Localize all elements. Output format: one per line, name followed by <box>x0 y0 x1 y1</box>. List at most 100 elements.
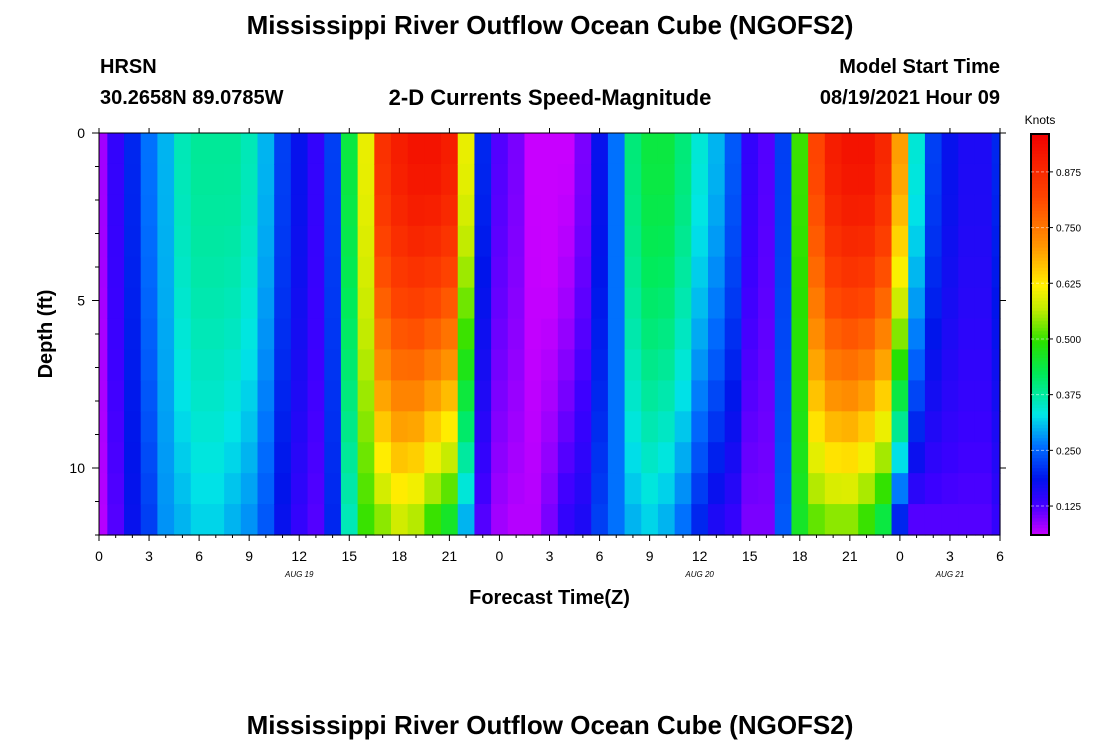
heatmap-cell <box>174 318 192 351</box>
heatmap-cell <box>741 163 759 196</box>
heatmap-cell <box>891 225 909 258</box>
heatmap-cell <box>374 194 392 227</box>
heatmap-cell <box>808 380 826 412</box>
heatmap-cell <box>290 504 309 536</box>
heatmap-cell <box>257 349 275 381</box>
heatmap-cell <box>791 318 809 351</box>
heatmap-cell <box>724 256 742 289</box>
colorbar-segment <box>1031 217 1049 222</box>
heatmap-cell <box>441 225 459 258</box>
heatmap-cell <box>190 411 209 443</box>
heatmap-cell <box>708 411 726 443</box>
heatmap-cell <box>624 411 642 443</box>
heatmap-cell <box>591 287 609 320</box>
heatmap-cell <box>507 163 526 196</box>
colorbar-segment <box>1031 184 1049 189</box>
heatmap-cell <box>791 349 809 381</box>
heatmap-cell <box>991 380 1001 412</box>
heatmap-cell <box>507 473 526 505</box>
heatmap-cell <box>924 194 943 227</box>
heatmap-cell <box>107 133 125 165</box>
heatmap-cell <box>240 194 259 227</box>
heatmap-cell <box>774 133 793 165</box>
heatmap-cell <box>641 133 659 165</box>
heatmap-cell <box>691 473 709 505</box>
heatmap-cell <box>207 349 225 381</box>
colorbar-segment <box>1031 524 1049 529</box>
heatmap-cell <box>474 287 492 320</box>
heatmap-cell <box>307 442 325 474</box>
heatmap-cell <box>974 163 993 196</box>
colorbar-segment <box>1031 164 1049 169</box>
heatmap-cell <box>457 133 476 165</box>
heatmap-cell <box>991 473 1001 505</box>
heatmap-cell <box>941 442 959 474</box>
heatmap-cell <box>991 133 1001 165</box>
heatmap-cell <box>257 256 275 289</box>
heatmap-cell <box>674 411 692 443</box>
heatmap-cell <box>724 504 742 536</box>
heatmap-cell <box>474 442 492 474</box>
heatmap-cell <box>257 194 275 227</box>
heatmap-cell <box>874 163 893 196</box>
x-tick-label: 0 <box>896 548 904 564</box>
heatmap-cell <box>491 287 509 320</box>
heatmap-cell <box>124 194 142 227</box>
heatmap-cell <box>190 256 209 289</box>
heatmap-cell <box>441 194 459 227</box>
heatmap-cell <box>557 442 576 474</box>
colorbar-segment <box>1031 478 1049 483</box>
heatmap-cell <box>841 318 859 351</box>
heatmap-cell <box>207 194 225 227</box>
heatmap-cell <box>307 225 325 258</box>
heatmap-cell <box>424 473 442 505</box>
heatmap-cell <box>357 287 375 320</box>
heatmap-cell <box>741 473 759 505</box>
heatmap-cell <box>791 411 809 443</box>
heatmap-cell <box>607 349 626 381</box>
heatmap-cell <box>708 287 726 320</box>
heatmap-cell <box>257 411 275 443</box>
heatmap-cell <box>924 473 943 505</box>
heatmap-cell <box>174 287 192 320</box>
heatmap-cell <box>824 504 843 536</box>
colorbar-tick-label: 0.125 <box>1056 502 1081 513</box>
heatmap-cell <box>524 473 542 505</box>
heatmap-cell <box>107 473 125 505</box>
heatmap-cell <box>991 256 1001 289</box>
heatmap-cell <box>724 287 742 320</box>
heatmap-cell <box>808 225 826 258</box>
heatmap-cell <box>390 504 409 536</box>
heatmap-cell <box>140 225 158 258</box>
heatmap-cell <box>874 411 893 443</box>
heatmap-cell <box>324 473 342 505</box>
heatmap-cell <box>240 256 259 289</box>
footer-title: Mississippi River Outflow Ocean Cube (NG… <box>246 710 854 740</box>
heatmap-cell <box>958 380 976 412</box>
heatmap-cell <box>591 256 609 289</box>
heatmap-cell <box>224 473 242 505</box>
colorbar-segment <box>1031 448 1049 453</box>
heatmap-cell <box>674 504 692 536</box>
heatmap-cell <box>858 163 876 196</box>
heatmap-cell <box>491 349 509 381</box>
heatmap-cell <box>774 380 793 412</box>
heatmap-cell <box>941 225 959 258</box>
heatmap-cell <box>541 504 559 536</box>
heatmap-cell <box>307 256 325 289</box>
heatmap-cell <box>924 318 943 351</box>
heatmap-cell <box>574 349 592 381</box>
heatmap-cell <box>107 442 125 474</box>
heatmap-cell <box>307 349 325 381</box>
heatmap-cell <box>557 163 576 196</box>
heatmap-cell <box>691 287 709 320</box>
heatmap-cell <box>240 349 259 381</box>
heatmap-cell <box>974 411 993 443</box>
heatmap-cell <box>657 287 676 320</box>
heatmap-cell <box>924 256 943 289</box>
heatmap-cell <box>941 163 959 196</box>
heatmap-cell <box>174 411 192 443</box>
heatmap-cell <box>941 194 959 227</box>
heatmap-cell <box>574 411 592 443</box>
heatmap-cell <box>357 380 375 412</box>
